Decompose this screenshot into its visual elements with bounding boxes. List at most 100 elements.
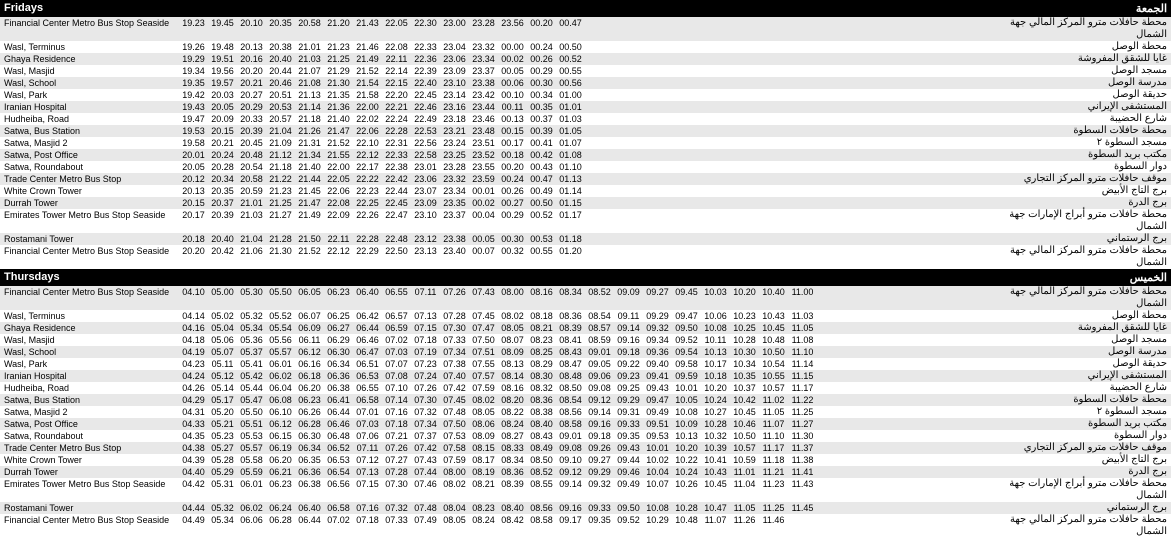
stop-name-en: Financial Center Metro Bus Stop Seaside bbox=[4, 245, 179, 257]
time-cell: 19.23 bbox=[179, 17, 208, 29]
time-cell: 06.52 bbox=[324, 442, 353, 454]
time-cell: 11.22 bbox=[788, 394, 817, 406]
time-cell: 11.05 bbox=[788, 322, 817, 334]
time-cell: 08.02 bbox=[498, 310, 527, 322]
time-cell: 23.55 bbox=[469, 161, 498, 173]
time-cell: 08.02 bbox=[440, 478, 469, 490]
time-cell: 20.34 bbox=[208, 173, 237, 185]
time-cell: 06.40 bbox=[295, 502, 324, 514]
time-cell: 21.47 bbox=[295, 197, 324, 209]
time-cell: 11.15 bbox=[788, 370, 817, 382]
stop-name-en: Wasl, School bbox=[4, 77, 179, 89]
table-row: Financial Center Metro Bus Stop Seaside1… bbox=[0, 17, 1171, 41]
time-cell: 09.18 bbox=[614, 346, 643, 358]
time-cell: 08.41 bbox=[556, 334, 585, 346]
times-container: 19.4220.0320.2720.5121.1321.3521.5822.20… bbox=[179, 89, 992, 101]
time-cell: 09.53 bbox=[643, 430, 672, 442]
time-cell: 09.40 bbox=[643, 358, 672, 370]
stop-name-ar: محطة حافلات مترو أبراج الإمارات جهة الشم… bbox=[992, 209, 1167, 233]
times-container: 20.0120.2420.4821.1221.3421.5522.1222.33… bbox=[179, 149, 992, 161]
time-cell: 00.07 bbox=[469, 245, 498, 257]
time-cell: 05.32 bbox=[208, 502, 237, 514]
section-title-en: Fridays bbox=[4, 2, 43, 15]
time-cell: 07.51 bbox=[469, 346, 498, 358]
time-cell: 06.15 bbox=[266, 430, 295, 442]
time-cell: 19.57 bbox=[208, 77, 237, 89]
time-cell: 22.06 bbox=[353, 125, 382, 137]
time-cell: 09.41 bbox=[643, 370, 672, 382]
time-cell: 06.46 bbox=[353, 334, 382, 346]
time-cell: 05.54 bbox=[266, 322, 295, 334]
stop-name-en: Satwa, Post Office bbox=[4, 149, 179, 161]
time-cell: 06.11 bbox=[295, 334, 324, 346]
time-cell: 04.42 bbox=[179, 478, 208, 490]
time-cell: 22.53 bbox=[411, 125, 440, 137]
time-cell: 08.21 bbox=[527, 322, 556, 334]
time-cell: 05.52 bbox=[266, 310, 295, 322]
time-cell: 08.50 bbox=[527, 454, 556, 466]
time-cell: 00.29 bbox=[527, 65, 556, 77]
time-cell: 08.05 bbox=[498, 322, 527, 334]
time-cell: 22.24 bbox=[382, 113, 411, 125]
time-cell: 23.01 bbox=[411, 161, 440, 173]
table-row: Ghaya Residence19.2919.5120.1620.4021.03… bbox=[0, 53, 1171, 65]
stop-name-en: Financial Center Metro Bus Stop Seaside bbox=[4, 514, 179, 526]
time-cell: 06.36 bbox=[295, 466, 324, 478]
time-cell: 10.13 bbox=[701, 346, 730, 358]
time-cell: 06.12 bbox=[266, 418, 295, 430]
time-cell: 06.40 bbox=[353, 286, 382, 298]
time-cell: 21.30 bbox=[324, 77, 353, 89]
time-cell: 06.34 bbox=[324, 358, 353, 370]
time-cell: 08.42 bbox=[498, 514, 527, 526]
time-cell: 07.40 bbox=[440, 370, 469, 382]
time-cell: 11.23 bbox=[759, 478, 788, 490]
time-cell: 05.31 bbox=[208, 478, 237, 490]
time-cell: 06.20 bbox=[295, 382, 324, 394]
time-cell: 08.57 bbox=[585, 322, 614, 334]
time-cell: 20.58 bbox=[237, 173, 266, 185]
time-cell: 08.25 bbox=[527, 346, 556, 358]
time-cell: 19.43 bbox=[179, 101, 208, 113]
time-cell: 08.59 bbox=[585, 334, 614, 346]
table-row: Wasl, Masjid04.1805.0605.3605.5606.1106.… bbox=[0, 334, 1171, 346]
time-cell: 06.16 bbox=[295, 358, 324, 370]
time-cell: 21.18 bbox=[266, 161, 295, 173]
time-cell: 22.33 bbox=[382, 149, 411, 161]
time-cell: 22.09 bbox=[324, 209, 353, 221]
time-cell: 06.01 bbox=[237, 478, 266, 490]
time-cell: 07.37 bbox=[411, 430, 440, 442]
stop-name-ar: مدرسة الوصل bbox=[992, 77, 1167, 89]
time-cell: 07.53 bbox=[440, 430, 469, 442]
times-container: 04.2605.1405.4406.0406.2006.3806.5507.10… bbox=[179, 382, 992, 394]
table-row: Trade Center Metro Bus Stop20.1220.3420.… bbox=[0, 173, 1171, 185]
time-cell: 09.10 bbox=[556, 454, 585, 466]
stop-name-ar: محطة حافلات السطوة bbox=[992, 394, 1167, 406]
time-cell: 09.52 bbox=[614, 514, 643, 526]
time-cell: 23.10 bbox=[411, 209, 440, 221]
time-cell: 23.37 bbox=[469, 65, 498, 77]
stop-name-ar: دوار السطوة bbox=[992, 430, 1167, 442]
time-cell: 10.45 bbox=[730, 406, 759, 418]
time-cell: 11.43 bbox=[788, 478, 817, 490]
times-container: 04.3905.2805.5806.2006.3506.5307.1207.27… bbox=[179, 454, 992, 466]
time-cell: 07.30 bbox=[382, 478, 411, 490]
time-cell: 10.48 bbox=[759, 334, 788, 346]
time-cell: 22.38 bbox=[382, 161, 411, 173]
time-cell: 10.20 bbox=[672, 442, 701, 454]
time-cell: 00.52 bbox=[527, 209, 556, 221]
time-cell: 05.47 bbox=[237, 394, 266, 406]
times-container: 04.4905.3406.0606.2806.4407.0207.1807.33… bbox=[179, 514, 992, 526]
stop-name-en: Trade Center Metro Bus Stop bbox=[4, 173, 179, 185]
time-cell: 08.22 bbox=[498, 406, 527, 418]
time-cell: 07.18 bbox=[411, 334, 440, 346]
time-cell: 22.50 bbox=[382, 245, 411, 257]
time-cell: 05.28 bbox=[208, 454, 237, 466]
time-cell: 21.28 bbox=[266, 233, 295, 245]
time-cell: 09.33 bbox=[614, 418, 643, 430]
time-cell: 00.11 bbox=[498, 101, 527, 113]
time-cell: 20.46 bbox=[266, 77, 295, 89]
time-cell: 07.11 bbox=[353, 442, 382, 454]
time-cell: 08.00 bbox=[498, 286, 527, 298]
table-row: Hudheiba, Road19.4720.0920.3320.5721.182… bbox=[0, 113, 1171, 125]
table-row: Wasl, Masjid19.3419.5620.2020.4421.0721.… bbox=[0, 65, 1171, 77]
